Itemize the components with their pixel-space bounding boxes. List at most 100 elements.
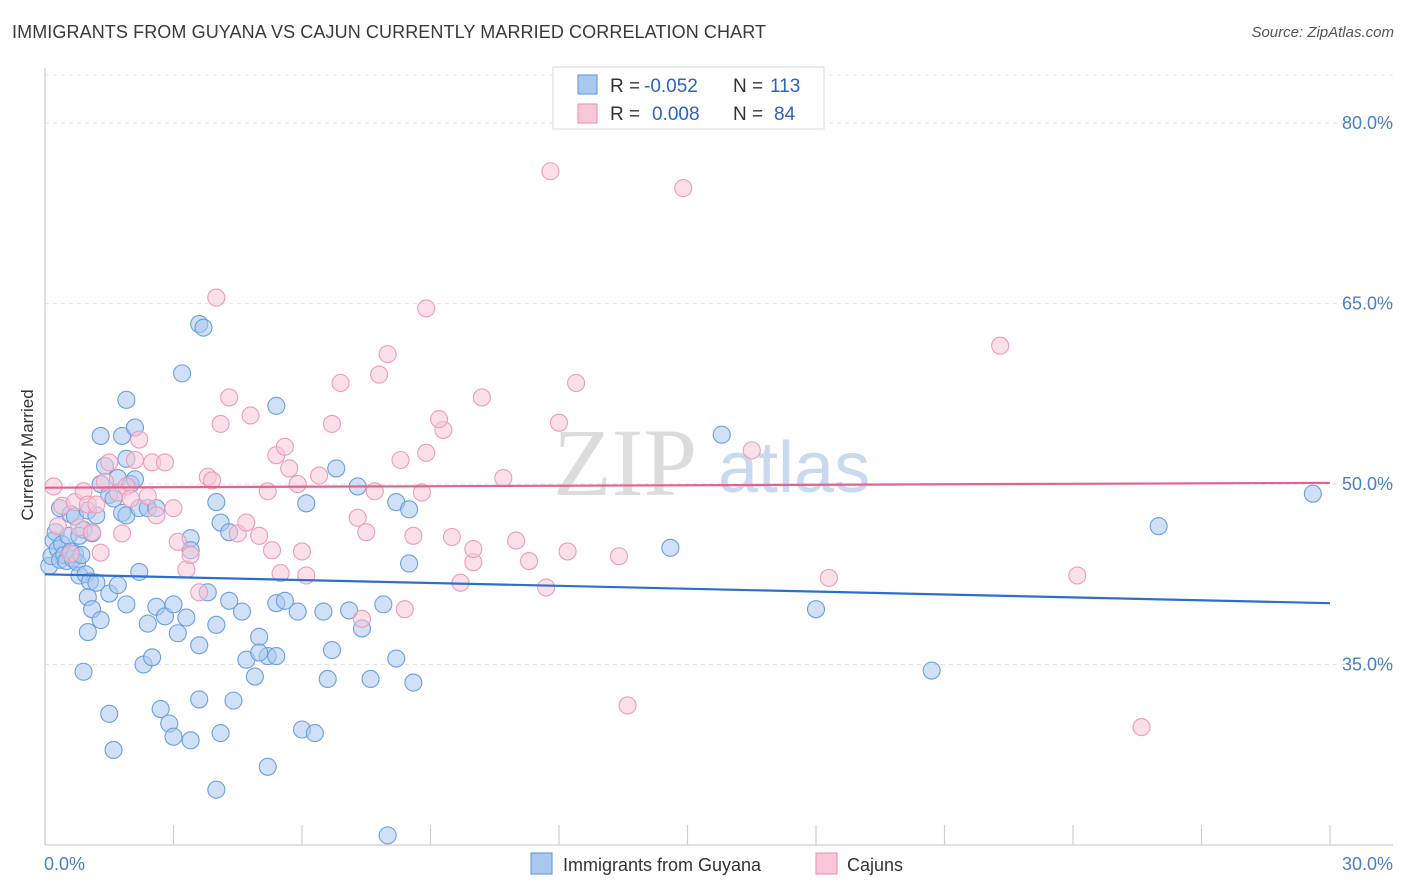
guyana-point-63	[117, 595, 136, 614]
cajun-point-0	[44, 477, 63, 496]
cajun-point-79	[819, 568, 838, 587]
guyana-point-62	[108, 576, 127, 595]
stats-legend-box	[552, 66, 825, 130]
cajun-point-27	[190, 583, 209, 602]
guyana-point-105	[258, 757, 277, 776]
cajun-point-69	[674, 179, 693, 198]
cajun-point-74	[430, 410, 449, 429]
guyana-point-76	[250, 627, 269, 646]
y-tick-label-2: 65.0%	[1342, 294, 1393, 314]
guyana-point-75	[232, 602, 252, 621]
series-guyana-points	[40, 314, 1322, 845]
cajun-point-11	[95, 472, 115, 491]
guyana-point-93	[143, 648, 162, 667]
cajun-point-1	[48, 517, 67, 536]
guyana-point-69	[168, 624, 187, 643]
cajun-point-61	[549, 413, 569, 432]
trend-lines	[44, 481, 1331, 605]
cajun-point-22	[155, 453, 174, 472]
guyana-point-100	[211, 724, 230, 743]
cajun-point-44	[331, 373, 350, 393]
series-cajun-points	[44, 162, 1151, 737]
cajun-point-40	[288, 475, 307, 494]
cajun-point-48	[378, 345, 397, 364]
guyana-point-115	[806, 600, 826, 619]
guyana-point-116	[922, 661, 941, 680]
cajun-point-42	[310, 466, 329, 485]
guyana-point-117	[1149, 517, 1168, 536]
guyana-point-97	[181, 731, 200, 750]
guyana-point-80	[288, 602, 307, 621]
legend-r-value-guyana: -0.052	[644, 76, 698, 97]
guyana-point-89	[78, 622, 97, 642]
guyana-point-74	[220, 591, 239, 610]
guyana-point-112	[404, 673, 423, 692]
cajun-point-82	[1132, 718, 1151, 737]
cajun-point-23	[164, 499, 183, 518]
guyana-point-113	[661, 538, 680, 557]
guyana-point-81	[314, 602, 333, 621]
series-legend: Immigrants from Guyana Cajuns	[530, 852, 903, 875]
legend-n-label-cajun: N =	[733, 104, 763, 125]
trend-line-cajun	[44, 481, 1331, 489]
grid	[45, 74, 1393, 666]
guyana-point-65	[138, 614, 157, 633]
cajun-point-64	[609, 547, 629, 566]
bottom-legend-label-guyana: Immigrants from Guyana	[563, 855, 762, 875]
cajun-point-41	[297, 566, 316, 585]
cajun-point-57	[494, 468, 513, 488]
guyana-point-70	[177, 608, 196, 627]
guyana-point-109	[318, 669, 337, 689]
guyana-point-88	[74, 662, 93, 681]
y-tick-label-0: 35.0%	[1342, 655, 1393, 675]
cajun-point-30	[211, 414, 230, 433]
legend-swatch-cajun	[577, 103, 598, 124]
guyana-point-106	[267, 647, 286, 666]
stats-legend: R = -0.052 N = 113 R = 0.008 N = 84	[552, 66, 825, 130]
cajun-point-12	[100, 453, 119, 472]
cajun-point-83	[464, 539, 483, 559]
guyana-point-59	[87, 573, 106, 592]
cajun-point-53	[442, 527, 461, 547]
guyana-point-37	[113, 426, 132, 445]
cajun-point-59	[519, 552, 539, 571]
cajun-point-67	[417, 299, 436, 318]
cajun-point-14	[113, 524, 132, 543]
axes	[44, 68, 1393, 846]
guyana-point-71	[190, 636, 209, 655]
x-tick-label-0: 0.0%	[44, 854, 85, 874]
guyana-point-41	[173, 364, 192, 383]
cajun-point-62	[558, 542, 577, 561]
cajun-point-71	[395, 600, 414, 619]
y-tick-label-3: 80.0%	[1342, 113, 1393, 133]
cajun-point-33	[237, 513, 256, 532]
guyana-point-110	[361, 669, 380, 689]
cajun-point-34	[241, 406, 260, 425]
cajun-point-66	[207, 288, 226, 307]
cajun-point-56	[472, 388, 491, 407]
cajun-point-63	[567, 373, 586, 393]
trend-line-guyana	[44, 573, 1331, 605]
legend-r-value-cajun: 0.008	[652, 104, 700, 125]
cajun-point-24	[168, 532, 187, 551]
x-tick-label-1: 30.0%	[1342, 854, 1393, 874]
guyana-point-50	[207, 493, 226, 512]
tick-labels: 35.0% 50.0% 65.0% 80.0% 0.0% 30.0%	[44, 113, 1393, 874]
cajun-point-10	[91, 543, 110, 562]
cajun-point-49	[391, 450, 410, 470]
guyana-point-86	[387, 649, 406, 668]
cajun-point-47	[370, 365, 389, 384]
cajun-point-29	[203, 471, 222, 490]
bottom-legend-swatch-cajun	[815, 852, 838, 875]
cajun-point-68	[541, 162, 560, 181]
cajun-point-38	[275, 437, 294, 456]
guyana-point-64	[130, 562, 149, 581]
cajun-point-70	[352, 609, 372, 628]
cajun-point-58	[507, 531, 526, 550]
guyana-point-98	[190, 690, 209, 709]
guyana-point-99	[207, 780, 226, 799]
guyana-point-94	[151, 699, 170, 719]
cajun-point-9	[87, 495, 106, 514]
cajun-point-19	[138, 487, 157, 506]
guyana-point-36	[91, 426, 110, 445]
